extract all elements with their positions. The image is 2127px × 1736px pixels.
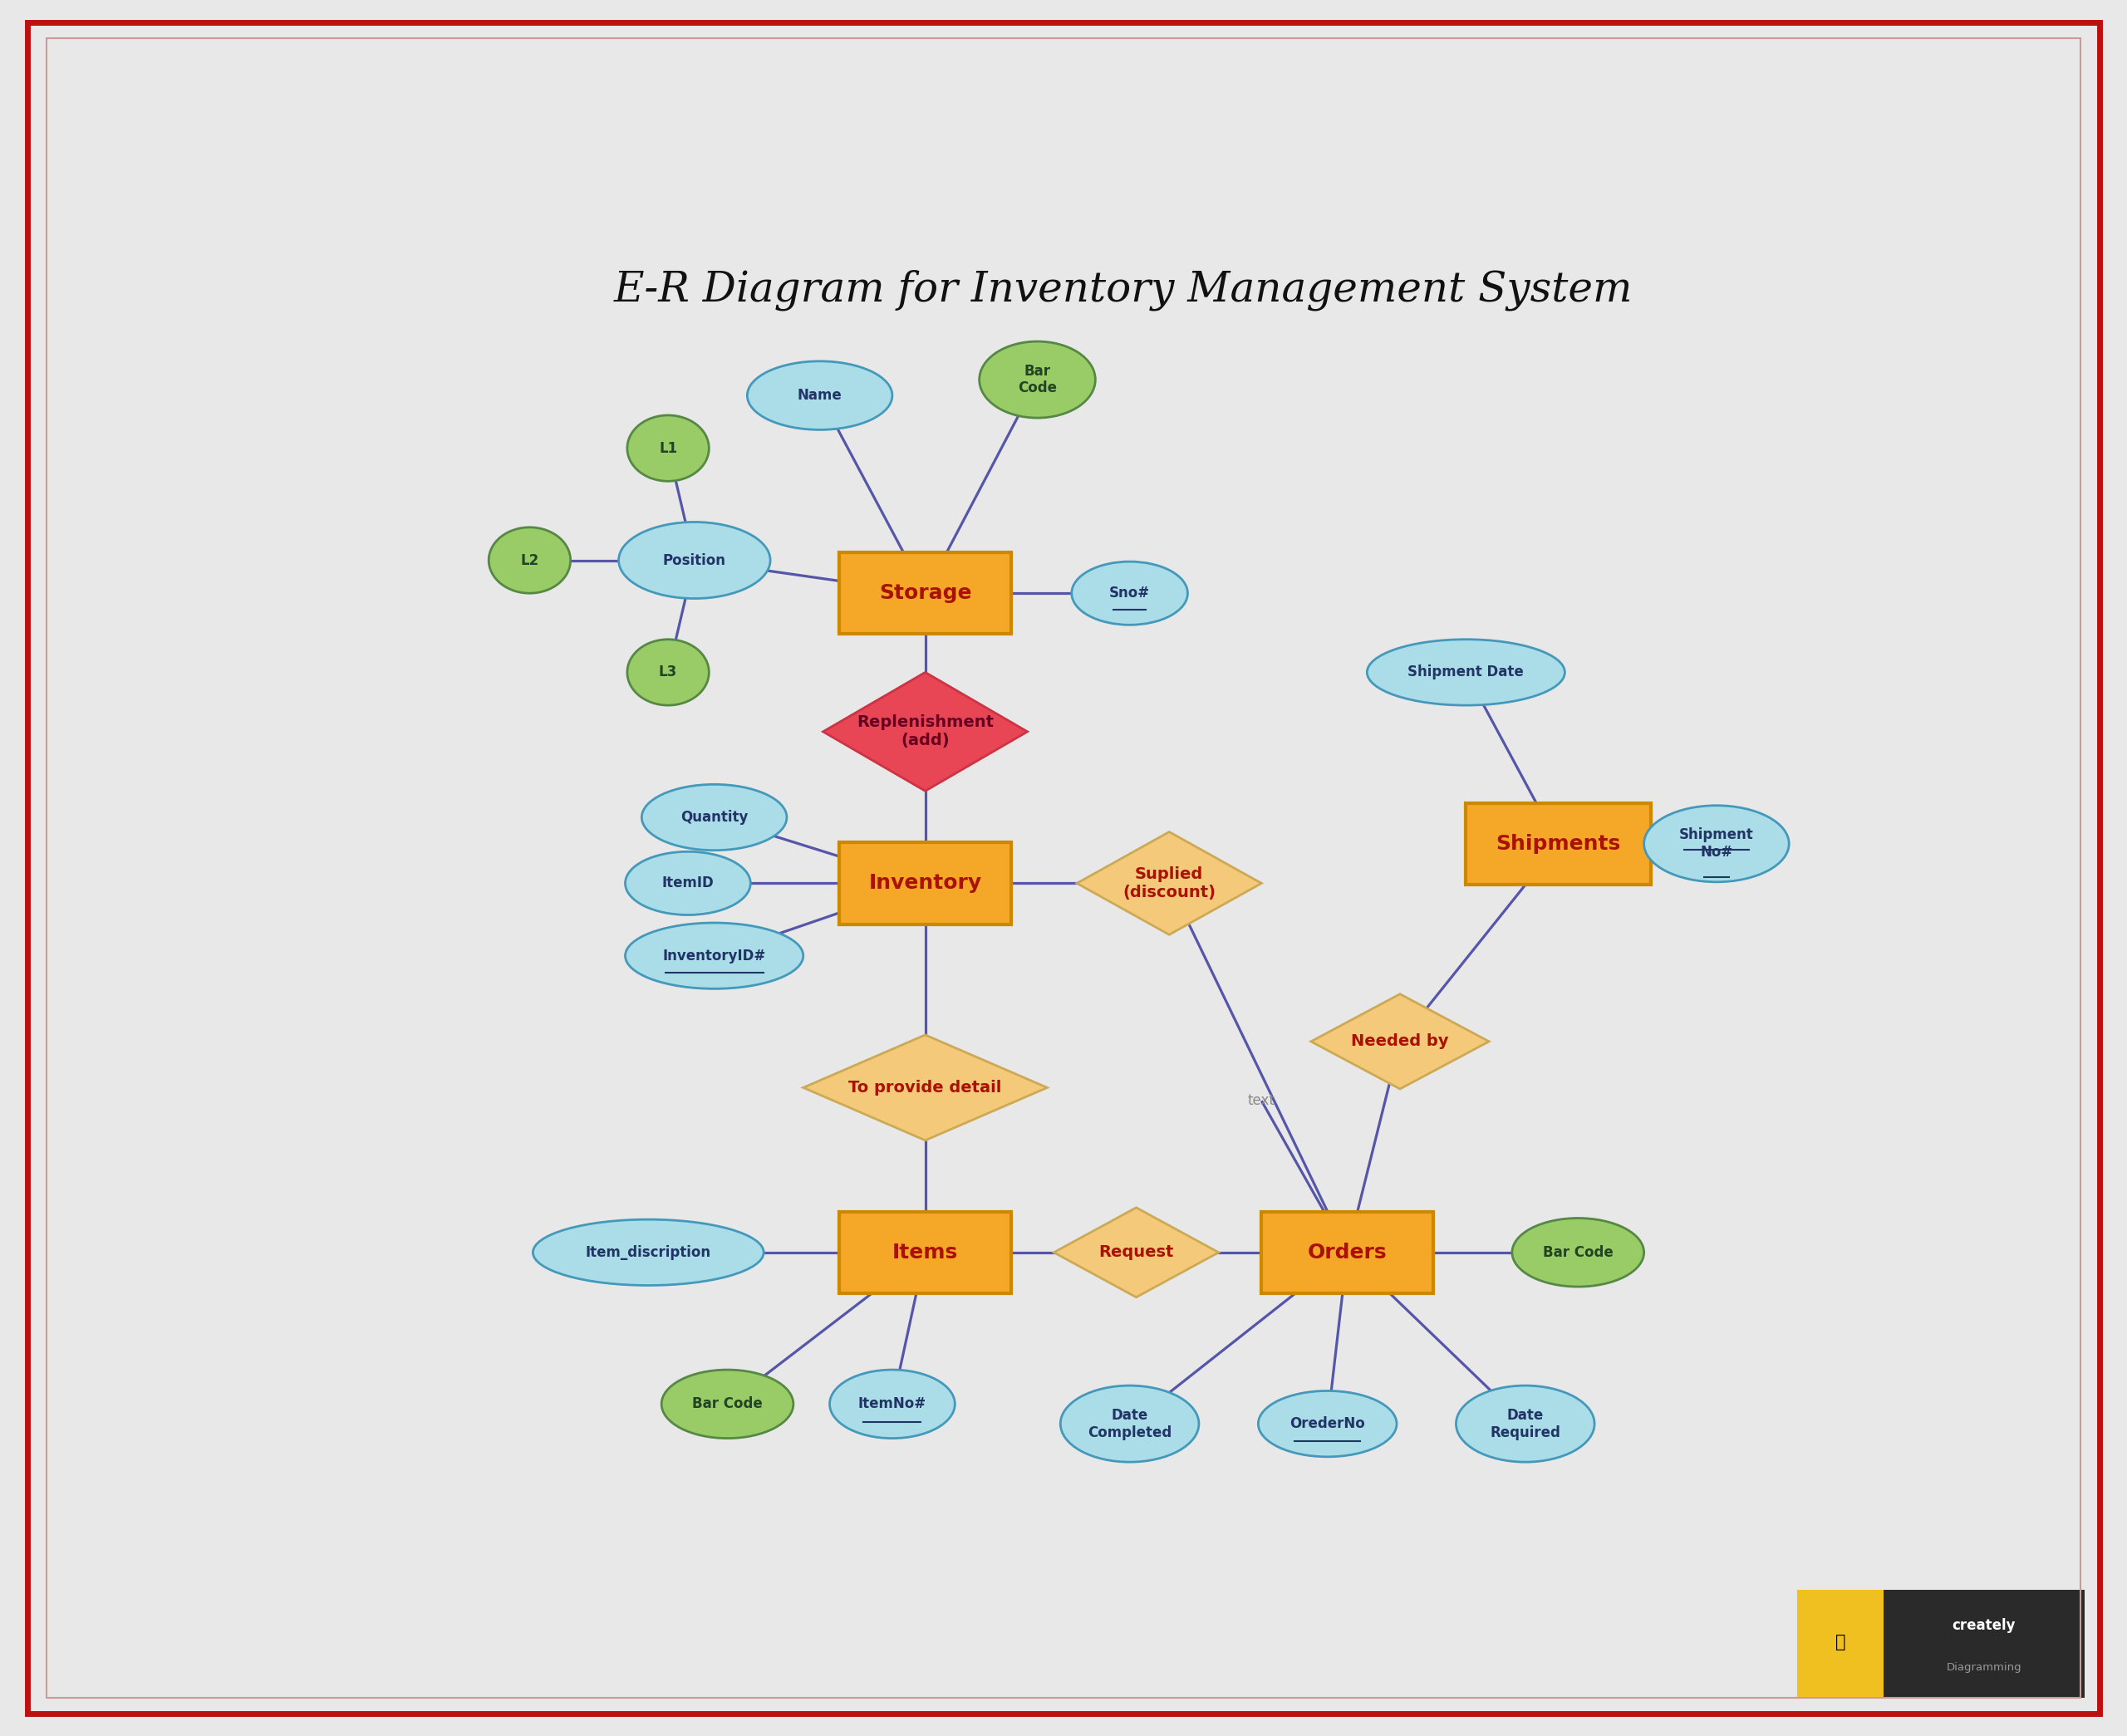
FancyBboxPatch shape bbox=[1466, 802, 1651, 885]
Text: Suplied
(discount): Suplied (discount) bbox=[1123, 866, 1217, 901]
Text: Replenishment
(add): Replenishment (add) bbox=[857, 715, 993, 748]
Text: Shipments: Shipments bbox=[1495, 833, 1621, 854]
Text: text: text bbox=[1249, 1094, 1276, 1108]
Text: Date
Required: Date Required bbox=[1491, 1408, 1561, 1439]
Text: Diagramming: Diagramming bbox=[1946, 1663, 2021, 1674]
Ellipse shape bbox=[625, 852, 751, 915]
Text: ItemNo#: ItemNo# bbox=[857, 1396, 927, 1411]
Ellipse shape bbox=[1457, 1385, 1595, 1462]
Text: Date
Completed: Date Completed bbox=[1087, 1408, 1172, 1439]
Text: OrederNo: OrederNo bbox=[1289, 1417, 1366, 1430]
Text: To provide detail: To provide detail bbox=[849, 1080, 1002, 1095]
Ellipse shape bbox=[978, 342, 1095, 418]
Ellipse shape bbox=[661, 1370, 793, 1439]
Ellipse shape bbox=[830, 1370, 955, 1439]
Text: L1: L1 bbox=[659, 441, 676, 455]
Text: Sno#: Sno# bbox=[1110, 585, 1151, 601]
Text: Bar
Code: Bar Code bbox=[1019, 363, 1057, 396]
Polygon shape bbox=[1053, 1208, 1219, 1297]
Text: Position: Position bbox=[664, 552, 725, 568]
Polygon shape bbox=[823, 672, 1027, 792]
Ellipse shape bbox=[1259, 1391, 1397, 1457]
Ellipse shape bbox=[642, 785, 787, 851]
Text: Needed by: Needed by bbox=[1351, 1033, 1448, 1049]
Text: Bar Code: Bar Code bbox=[1542, 1245, 1612, 1260]
Ellipse shape bbox=[625, 924, 804, 990]
Polygon shape bbox=[1076, 832, 1261, 934]
Text: Shipment
No#: Shipment No# bbox=[1678, 828, 1755, 859]
Text: ItemID: ItemID bbox=[661, 875, 715, 891]
Text: InventoryID#: InventoryID# bbox=[664, 948, 766, 963]
Ellipse shape bbox=[747, 361, 893, 431]
Ellipse shape bbox=[627, 639, 708, 705]
Polygon shape bbox=[1310, 995, 1489, 1088]
Polygon shape bbox=[804, 1035, 1046, 1141]
Text: Quantity: Quantity bbox=[681, 811, 749, 825]
Ellipse shape bbox=[489, 528, 570, 594]
Text: E-R Diagram for Inventory Management System: E-R Diagram for Inventory Management Sys… bbox=[613, 269, 1634, 311]
Text: Request: Request bbox=[1100, 1245, 1174, 1260]
Text: Orders: Orders bbox=[1308, 1243, 1387, 1262]
Ellipse shape bbox=[534, 1219, 764, 1285]
FancyBboxPatch shape bbox=[840, 552, 1010, 634]
Text: 💡: 💡 bbox=[1836, 1634, 1846, 1651]
Ellipse shape bbox=[1368, 639, 1565, 705]
Text: Storage: Storage bbox=[878, 583, 972, 602]
Ellipse shape bbox=[619, 523, 770, 599]
Text: Item_discription: Item_discription bbox=[585, 1245, 710, 1260]
Ellipse shape bbox=[1061, 1385, 1200, 1462]
Text: Inventory: Inventory bbox=[868, 873, 983, 894]
Text: Items: Items bbox=[893, 1243, 957, 1262]
Ellipse shape bbox=[627, 415, 708, 481]
Text: creately: creately bbox=[1953, 1618, 2016, 1634]
Text: Bar Code: Bar Code bbox=[691, 1396, 764, 1411]
FancyBboxPatch shape bbox=[840, 842, 1010, 924]
Ellipse shape bbox=[1072, 561, 1187, 625]
FancyBboxPatch shape bbox=[1261, 1212, 1434, 1293]
Text: Shipment Date: Shipment Date bbox=[1408, 665, 1523, 681]
Ellipse shape bbox=[1512, 1219, 1644, 1286]
Text: L3: L3 bbox=[659, 665, 676, 681]
FancyBboxPatch shape bbox=[840, 1212, 1010, 1293]
Text: L2: L2 bbox=[521, 552, 538, 568]
Text: Name: Name bbox=[798, 389, 842, 403]
Ellipse shape bbox=[1644, 806, 1789, 882]
